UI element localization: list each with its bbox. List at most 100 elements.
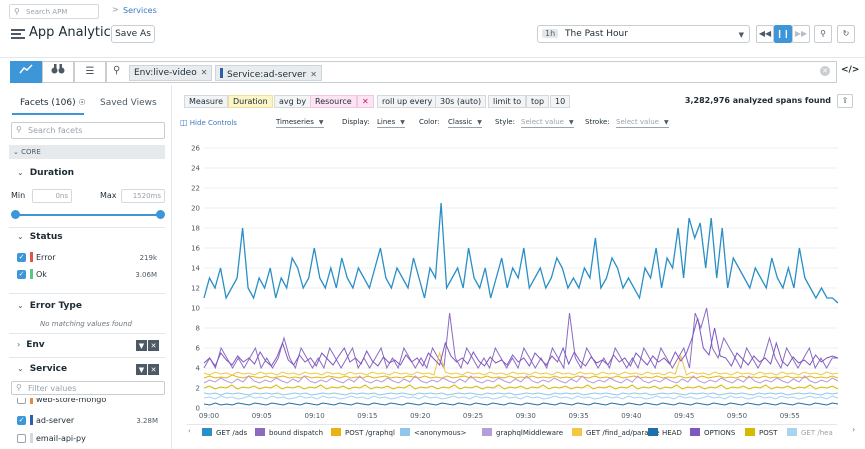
save-as-button[interactable]: Save As [111,25,155,43]
legend-item[interactable]: OPTIONS [690,428,735,437]
core-section-header[interactable]: ⌄ CORE [9,145,165,159]
display-select[interactable]: Lines ▼ [377,118,405,128]
env-facet-header[interactable]: › Env [17,340,45,350]
time-range-select[interactable]: 1h The Past Hour ▼ [537,25,750,43]
series-line-head[interactable] [203,402,839,406]
zoom-icon[interactable]: ⚲ [814,25,832,43]
fast-forward-icon[interactable]: ▶▶ [792,25,810,43]
y-tick-label: 24 [191,165,200,173]
tab-facets[interactable]: Facets (106) ☉ [20,98,86,108]
duration-facet-header[interactable]: ⌄ Duration [17,168,74,178]
query-bar: ☰ ⚲ Env:live-video ✕ Service:ad-server ✕ ✕… [0,59,865,85]
hide-controls-button[interactable]: ◫ Hide Controls [180,118,237,127]
service-ad-server-checkbox[interactable]: ✓ [17,416,26,425]
display-value: Lines [377,118,396,126]
duration-title: Duration [29,168,75,178]
y-tick-label: 16 [191,245,200,253]
status-ok-checkbox[interactable]: ✓ [17,270,26,279]
close-icon[interactable]: ✕ [148,340,159,351]
style-select[interactable]: Select value ▼ [521,118,574,128]
tab-saved-views[interactable]: Saved Views [100,98,157,108]
filter-icon[interactable]: ▼ [136,364,147,375]
service-filter-input[interactable]: ⚲ Filter values [11,381,165,395]
y-tick-label: 26 [191,145,200,153]
pause-icon[interactable]: ❙❙ [774,25,792,43]
hamburger-menu-icon[interactable] [11,29,25,39]
apm-search-input[interactable]: ⚲ Search APM [9,4,99,19]
limit-count-input[interactable]: 10 [550,95,571,108]
error-type-facet-header[interactable]: ⌄ Error Type [17,301,82,311]
breadcrumb-services[interactable]: Services [123,6,157,15]
filter-icon[interactable]: ▼ [136,340,147,351]
close-icon[interactable]: ✕ [200,68,208,77]
legend-item[interactable]: graphqlMiddleware [482,428,563,437]
legend-scroll-right-icon[interactable]: › [852,425,856,434]
refresh-icon[interactable]: ↻ [837,25,855,43]
legend-swatch [202,428,212,436]
error-type-title: Error Type [29,301,82,311]
legend-swatch [787,428,797,436]
series-line-options[interactable] [203,317,839,368]
stroke-select[interactable]: Select value ▼ [616,118,669,128]
legend-item[interactable]: GET /find_ad/parame [572,428,660,437]
legend-item[interactable]: POST [745,428,777,437]
legend-label: POST /graphql [345,429,395,437]
limit-top-select[interactable]: top [526,95,550,108]
timeseries-view-icon[interactable] [10,61,42,83]
status-error-checkbox[interactable]: ✓ [17,253,26,262]
service-web-store-mongo-checkbox[interactable] [17,398,26,404]
series-line-get-hea[interactable] [203,395,839,400]
legend-item[interactable]: bound dispatch [255,428,323,437]
service-ad-server-count: 3.28M [136,417,158,425]
series-line-post[interactable] [203,384,839,390]
series-line-get-find-ad-parame[interactable] [203,351,839,376]
legend-swatch [690,428,700,436]
legend-item[interactable]: GET /hea [787,428,833,437]
avg-by-select[interactable]: avg by [274,95,312,108]
binoculars-icon[interactable] [42,61,74,83]
viz-type-select[interactable]: Timeseries ▼ [276,118,324,128]
query-input[interactable]: ⚲ Env:live-video ✕ Service:ad-server ✕ ✕ [106,61,837,83]
duration-slider-min-handle[interactable] [11,210,20,219]
series-line-get-ads[interactable] [203,202,839,304]
legend-scroll-left-icon[interactable]: ‹ [188,427,191,435]
legend-item[interactable]: POST /graphql [331,428,395,437]
group-by-resource-select[interactable]: Resource [310,95,357,108]
duration-slider-max-handle[interactable] [156,210,165,219]
close-icon[interactable]: ✕ [148,364,159,375]
y-tick-label: 18 [191,225,200,233]
service-facet-header[interactable]: ⌄ Service [17,364,67,374]
chevron-down-icon: ⌄ [17,232,24,241]
no-matching-values: No matching values found [40,320,132,328]
min-duration-input[interactable]: 0ns [32,189,72,203]
roll-up-interval-select[interactable]: 30s (auto) [435,95,487,108]
series-line-post-graphql[interactable] [203,374,839,379]
list-view-icon[interactable]: ☰ [74,61,106,83]
measure-duration-select[interactable]: Duration [228,95,273,108]
duration-slider-track[interactable] [15,214,161,216]
series-line--anonymous-[interactable] [203,392,839,396]
export-icon[interactable]: ⇪ [837,94,853,108]
service-ad-server-label: ad-server [36,416,75,425]
rewind-icon[interactable]: ◀◀ [756,25,774,43]
max-duration-input[interactable]: 1520ms [121,189,165,203]
search-facets-input[interactable]: ⚲ Search facets [11,122,165,139]
legend-item[interactable]: <anonymous> [400,428,467,437]
clear-query-icon[interactable]: ✕ [820,66,830,76]
close-icon[interactable]: ✕ [310,70,317,79]
color-select[interactable]: Classic ▼ [448,118,482,128]
facets-sidebar: Facets (106) ☉ Saved Views ⚲ Search face… [0,85,172,449]
legend-item[interactable]: HEAD [648,428,682,437]
status-facet-header[interactable]: ⌄ Status [17,232,63,242]
time-range-badge: 1h [542,29,559,38]
measure-label: Measure [184,95,228,108]
code-view-icon[interactable]: </> [841,65,860,75]
remove-group-by-icon[interactable]: ✕ [357,95,374,108]
query-chip-env[interactable]: Env:live-video ✕ [129,65,213,81]
service-email-api-py-checkbox[interactable] [17,434,26,443]
query-chip-service[interactable]: Service:ad-server ✕ [215,65,322,81]
legend-item[interactable]: GET /ads [202,428,247,437]
series-line-graphqlmiddleware[interactable] [203,375,839,384]
series-line-bound-dispatch[interactable] [203,307,838,370]
